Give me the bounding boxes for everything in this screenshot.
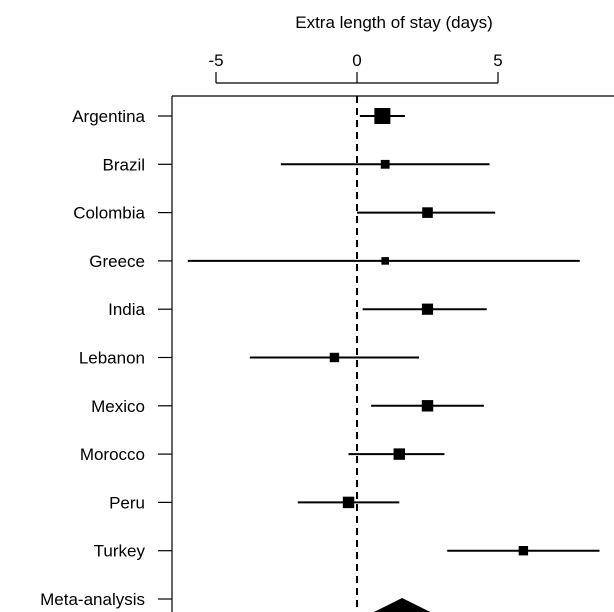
point-estimate (342, 496, 355, 509)
study-row: Peru (109, 493, 400, 512)
point-estimate (518, 546, 529, 556)
x-axis-ticks: -5 0 5 (208, 51, 503, 84)
row-label: Lebanon (79, 349, 145, 368)
study-row: Turkey (94, 542, 600, 561)
point-estimate (374, 108, 391, 124)
row-label: Morocco (80, 445, 145, 464)
row-label: Greece (89, 252, 145, 271)
study-row: India (108, 300, 487, 319)
study-row: Colombia (73, 204, 496, 223)
x-tick-label: -5 (208, 51, 223, 70)
point-estimate (393, 448, 406, 460)
study-row: Greece (89, 252, 580, 271)
point-estimate (421, 303, 434, 315)
study-row: Argentina (72, 107, 405, 126)
x-tick-label: 5 (493, 51, 502, 70)
study-row: Lebanon (79, 349, 420, 368)
study-row: Morocco (80, 445, 445, 464)
row-label: India (108, 300, 145, 319)
x-tick-label: 0 (352, 51, 361, 70)
row-label: Turkey (94, 542, 146, 561)
row-label: Peru (109, 493, 145, 512)
summary-diamond (373, 598, 431, 612)
row-label: Colombia (73, 204, 145, 223)
plot-frame (171, 95, 614, 612)
x-axis-title: Extra length of stay (days) (295, 13, 492, 32)
point-estimate (381, 257, 389, 265)
row-label: Mexico (91, 397, 145, 416)
point-estimate (422, 207, 433, 218)
row-label: Argentina (72, 107, 145, 126)
row-label: Brazil (102, 155, 145, 174)
study-rows: Argentina Brazil Colombia Greece India Lebano… (40, 107, 600, 612)
study-row: Brazil (102, 155, 490, 174)
study-row: Mexico (91, 397, 484, 416)
point-estimate (421, 400, 434, 412)
row-label: Meta-analysis (40, 590, 145, 609)
point-estimate (329, 352, 340, 363)
summary-row: Meta-analysis (40, 590, 431, 612)
point-estimate (380, 159, 390, 169)
